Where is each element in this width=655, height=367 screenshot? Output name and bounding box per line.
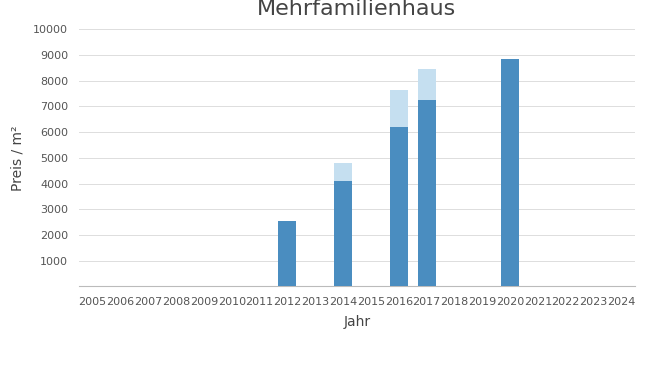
Bar — [417, 69, 436, 286]
Bar — [334, 163, 352, 286]
Bar — [417, 100, 436, 286]
Title: Mehrfamilienhaus: Mehrfamilienhaus — [257, 0, 457, 19]
Bar — [390, 127, 408, 286]
Bar — [278, 221, 297, 286]
Bar — [334, 181, 352, 286]
X-axis label: Jahr: Jahr — [343, 315, 371, 329]
Bar — [501, 59, 519, 286]
Bar — [390, 90, 408, 286]
Y-axis label: Preis / m²: Preis / m² — [11, 125, 25, 190]
